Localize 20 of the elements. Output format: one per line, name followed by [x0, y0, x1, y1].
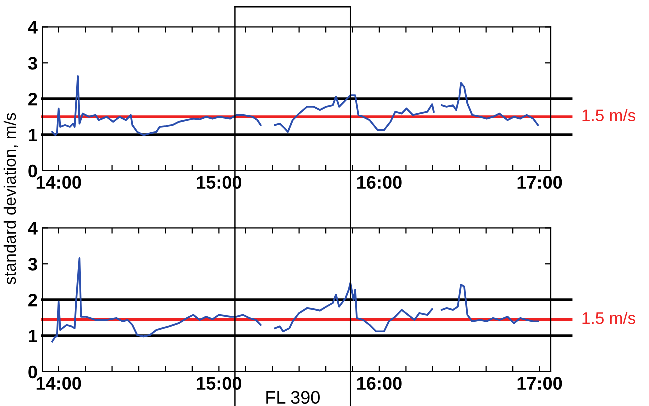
x-tick-label: 17:00	[518, 377, 562, 390]
x-tick-label: 14:00	[36, 377, 82, 390]
y-tick-label: 3	[28, 258, 38, 271]
x-tick-label: 14:00	[36, 176, 82, 190]
ref-line-label: 1.5 m/s	[582, 109, 636, 122]
y-tick-label: 2	[28, 294, 38, 307]
y-tick-label: 2	[28, 93, 38, 106]
x-tick-label: 16:00	[358, 176, 402, 190]
y-axis-title: standard deviation, m/s	[4, 113, 18, 285]
y-tick-label: 0	[28, 366, 38, 379]
y-tick-label: 1	[29, 129, 38, 142]
y-tick-label: 3	[28, 57, 38, 70]
y-tick-label: 4	[28, 222, 38, 235]
x-tick-label: 16:00	[358, 377, 402, 390]
y-tick-label: 4	[28, 21, 38, 34]
text: FL 390	[266, 391, 320, 404]
y-tick-label: 0	[28, 164, 38, 178]
y-tick-label: 1	[29, 330, 38, 343]
x-tick-label: 17:00	[518, 176, 562, 190]
ref-line-label: 1.5 m/s	[582, 312, 636, 324]
